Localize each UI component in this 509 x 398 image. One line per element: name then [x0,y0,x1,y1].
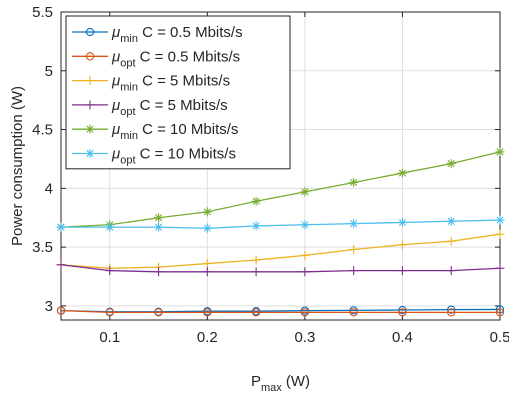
asterisk-marker [251,196,261,206]
asterisk-marker [56,222,66,232]
x-tick-label: 0.3 [294,329,315,346]
series-4 [56,260,505,277]
x-tick-label: 0.1 [99,329,120,346]
series-layer [56,147,505,317]
axis-ticks: 0.1 0.2 0.3 0.4 0.5 3 3.5 4 4.5 5 5.5 [32,4,509,346]
plus-marker [202,259,212,269]
series-line [60,233,501,269]
plus-marker [300,267,310,277]
circle-marker [203,308,212,317]
legend-label: μopt C = 10 Mbits/s [111,146,236,167]
asterisk-marker [154,222,164,232]
series-line [60,264,501,273]
circle-marker [251,308,261,317]
series-line [61,219,501,229]
legend-label: μopt C = 5 Mbits/s [111,97,228,118]
series-line [60,151,501,228]
plus-marker [397,240,407,250]
asterisk-marker [349,219,359,229]
asterisk-marker [202,207,212,217]
plus-marker [349,266,359,276]
y-tick-label: 4 [45,180,53,197]
y-tick-label: 5 [45,63,53,80]
asterisk-marker [300,187,310,197]
legend-entry: μopt C = 5 Mbits/s [72,97,228,118]
circle-marker [56,306,66,315]
asterisk-marker [446,216,456,226]
x-tick-label: 0.5 [490,329,509,346]
circle-marker [85,52,95,61]
asterisk-marker [251,221,261,231]
circle-marker [349,308,358,317]
series-line [60,308,501,313]
asterisk-marker [154,213,164,223]
plus-marker [85,76,95,86]
plus-marker [300,250,310,260]
x-tick-label: 0.2 [197,329,218,346]
plus-marker [446,266,456,276]
circle-marker [105,308,114,317]
circle-marker [154,308,163,317]
legend-entry: μmin C = 10 Mbits/s [72,121,238,142]
asterisk-marker [349,177,359,187]
plus-marker [56,260,66,270]
plus-marker [202,267,212,277]
plus-marker [495,263,505,273]
series-1 [56,305,505,316]
plus-marker [495,229,505,239]
plot-area [60,11,501,321]
x-tick-label: 0.4 [392,329,413,346]
series-3 [56,229,505,273]
plus-marker [251,255,261,265]
y-tick-label: 4.5 [32,122,53,139]
circle-marker [398,308,407,317]
y-tick-label: 3 [45,298,53,315]
asterisk-marker [446,159,456,169]
legend-entry: μmin C = 0.5 Mbits/s [72,24,243,45]
circle-marker [495,305,505,314]
plus-marker [154,267,164,277]
circle-marker [300,308,310,317]
circle-marker [85,27,95,37]
series-6 [56,215,505,233]
y-axis-label: Power consumption (W) [9,86,26,246]
x-axis-label: Pmax (W) [251,373,310,394]
asterisk-marker [300,220,310,230]
series-line [60,309,500,314]
legend-label: μopt C = 0.5 Mbits/s [111,48,240,69]
y-tick-label: 5.5 [32,4,53,21]
plus-marker [251,267,261,277]
asterisk-marker [202,223,212,233]
legend-label: μmin C = 5 Mbits/s [111,73,230,94]
asterisk-marker [85,124,95,134]
circle-marker [495,308,505,317]
asterisk-marker [85,149,95,158]
plus-marker [397,266,407,276]
asterisk-marker [495,215,505,225]
asterisk-marker [495,147,505,157]
plus-marker [85,100,95,110]
asterisk-marker [397,217,407,227]
y-tick-label: 3.5 [32,239,53,256]
legend-entry: μmin C = 5 Mbits/s [72,73,230,94]
series-2 [56,306,505,317]
legend-label: μmin C = 10 Mbits/s [111,121,238,142]
legend-entry: μopt C = 10 Mbits/s [72,146,236,167]
asterisk-marker [105,222,115,232]
circle-marker [398,305,407,315]
plus-marker [446,236,456,246]
legend-box [65,15,291,170]
legend: μmin C = 0.5 Mbits/s μopt C = 0.5 Mbits/s… [65,15,291,170]
circle-marker [447,308,456,317]
legend-label: μmin C = 0.5 Mbits/s [111,24,243,45]
plus-marker [105,266,115,276]
plus-marker [349,244,359,254]
legend-entry: μopt C = 0.5 Mbits/s [72,48,240,69]
asterisk-marker [397,168,407,178]
circle-marker [447,305,456,314]
